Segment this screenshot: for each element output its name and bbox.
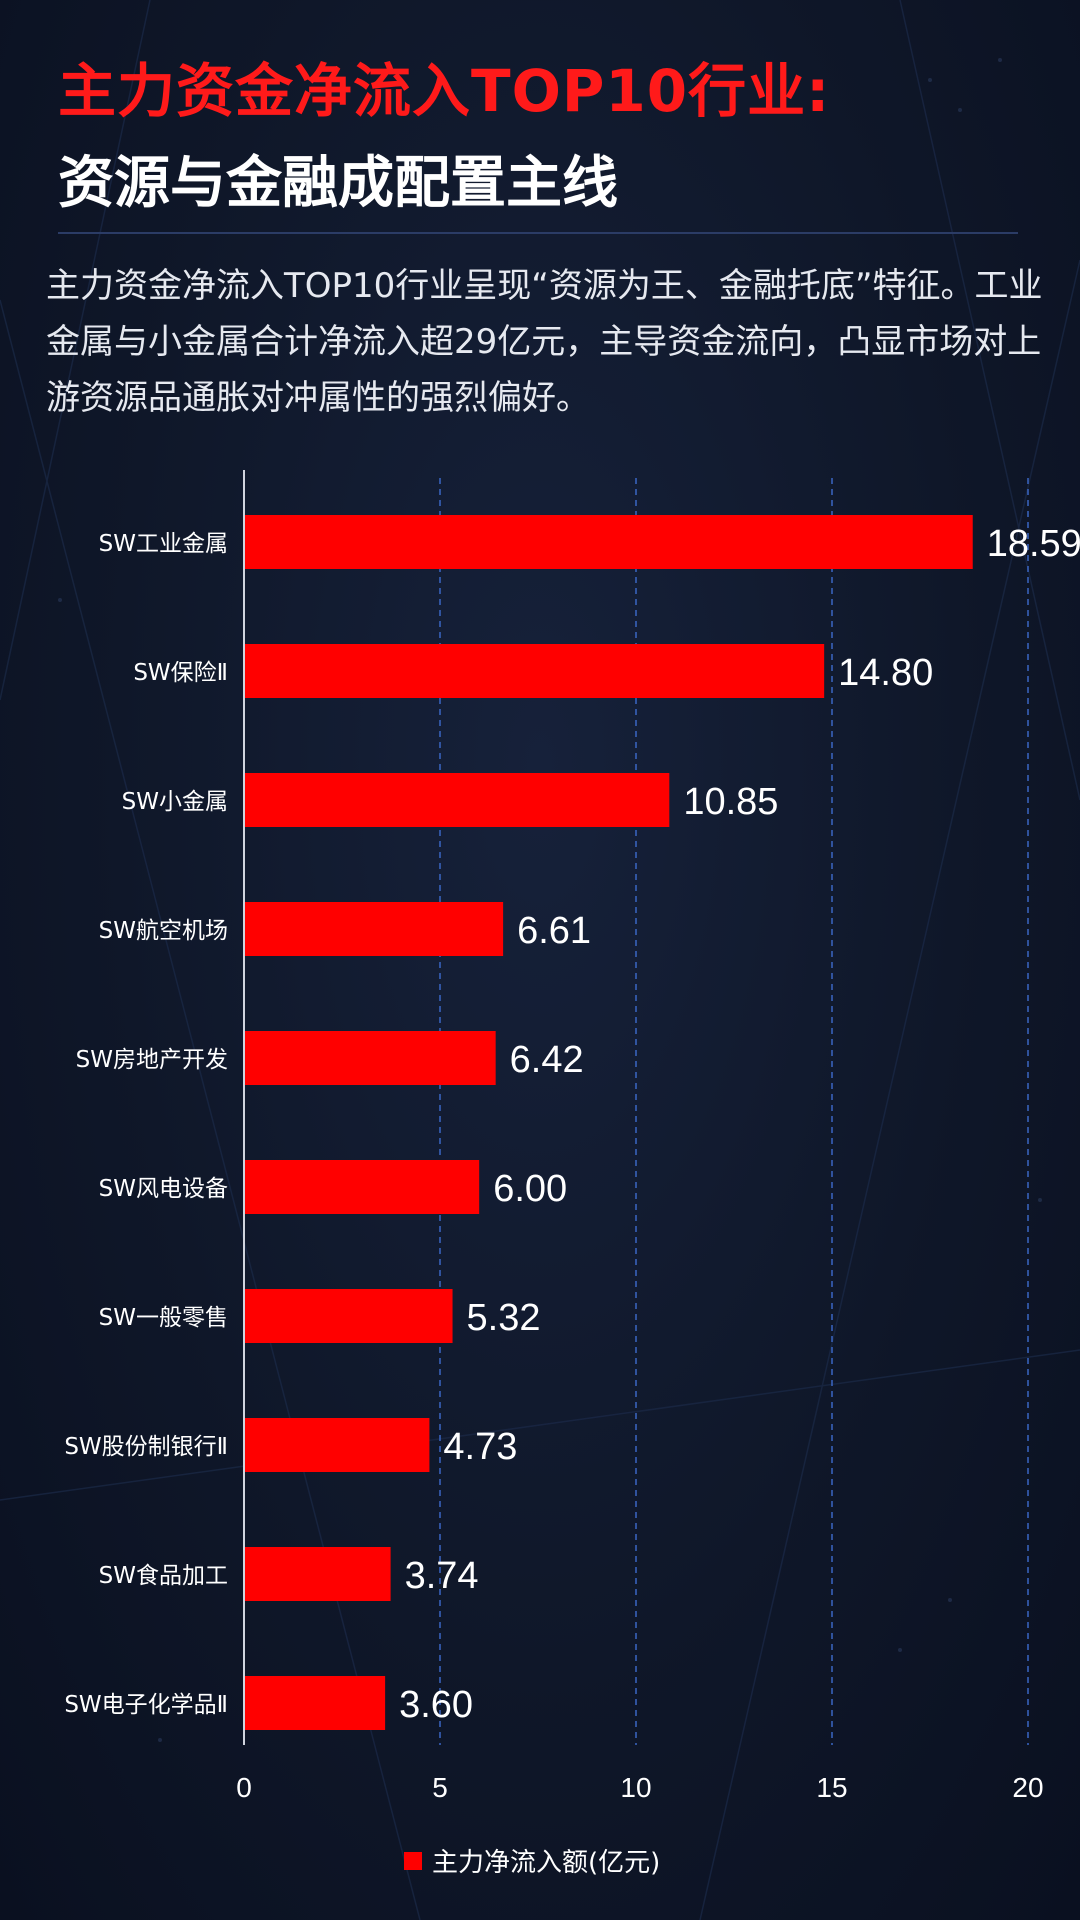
value-label: 10.85 (683, 781, 778, 823)
bar (244, 1031, 496, 1085)
value-label: 6.61 (517, 910, 591, 952)
x-tick-label: 15 (816, 1772, 847, 1803)
title-divider (58, 232, 1018, 234)
category-label: SW小金属 (122, 789, 228, 815)
bar (244, 902, 504, 956)
category-labels: SW工业金属 SW保险Ⅱ SW小金属 SW航空机场 SW房地产开发 SW风电设备 SW一般零… (64, 531, 228, 1718)
category-label: SW食品加工 (99, 1563, 228, 1589)
value-label: 6.00 (493, 1168, 567, 1210)
bar-chart: SW工业金属 SW保险Ⅱ SW小金属 SW航空机场 SW房地产开发 SW风电设备 SW一般零… (64, 470, 1080, 1803)
value-label: 3.60 (399, 1684, 473, 1726)
legend-label: 主力净流入额(亿元) (432, 1848, 661, 1878)
category-label: SW工业金属 (99, 531, 228, 557)
bar (244, 644, 825, 698)
category-label: SW电子化学品Ⅱ (64, 1692, 228, 1718)
bar (244, 1676, 386, 1730)
value-label: 6.42 (510, 1039, 584, 1081)
value-label: 18.59 (987, 523, 1080, 565)
bar (244, 1289, 453, 1343)
x-tick-label: 0 (236, 1772, 252, 1803)
value-labels: 18.59 14.80 10.85 6.61 6.42 6.00 5.32 4.73 3.74 3… (399, 523, 1080, 1726)
category-label: SW保险Ⅱ (133, 660, 228, 686)
x-tick-label: 10 (620, 1772, 651, 1803)
chart-legend: 主力净流入额(亿元) (404, 1842, 660, 1879)
value-label: 14.80 (838, 652, 933, 694)
value-label: 4.73 (443, 1426, 517, 1468)
bar (244, 515, 973, 569)
category-label: SW房地产开发 (76, 1047, 228, 1073)
category-label: SW风电设备 (99, 1176, 228, 1202)
bar (244, 773, 670, 827)
category-label: SW航空机场 (99, 918, 228, 944)
bar (244, 1160, 480, 1214)
bar (244, 1547, 391, 1601)
value-label: 5.32 (467, 1297, 541, 1339)
x-tick-labels: 0 5 10 15 20 (236, 1772, 1043, 1803)
x-tick-label: 20 (1012, 1772, 1043, 1803)
bar (244, 1418, 430, 1472)
page-title: 主力资金净流入TOP10行业: (58, 57, 831, 125)
category-label: SW股份制银行Ⅱ (64, 1434, 228, 1460)
x-tick-label: 5 (432, 1772, 448, 1803)
page-subtitle: 资源与金融成配置主线 (58, 151, 618, 216)
bars (244, 515, 973, 1730)
description-text: 主力资金净流入TOP10行业呈现“资源为王、金融托底”特征。工业金属与小金属合计… (46, 266, 1043, 418)
value-label: 3.74 (405, 1555, 479, 1597)
category-label: SW一般零售 (99, 1305, 228, 1331)
legend-swatch (404, 1851, 422, 1870)
